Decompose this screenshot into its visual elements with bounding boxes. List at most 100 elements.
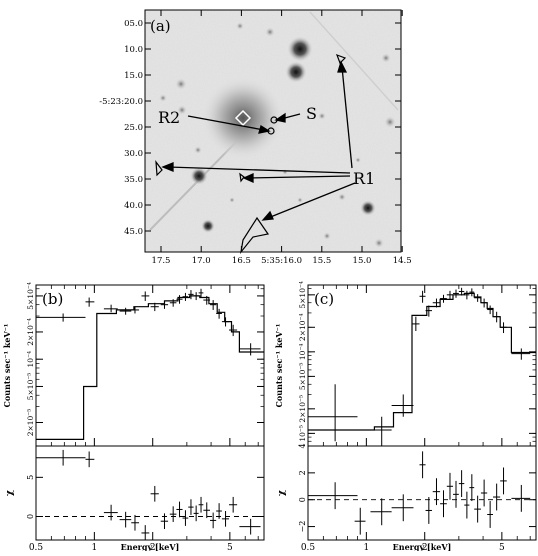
residual-tick-label: 5 (26, 475, 35, 480)
residual-point (193, 505, 199, 522)
sky-image (145, 10, 401, 252)
residual-frame (307, 445, 537, 541)
residual-point (425, 497, 432, 524)
residual-point (458, 470, 465, 498)
residual-point (119, 511, 132, 528)
residual-point (203, 502, 211, 519)
residual-point (176, 501, 183, 518)
y-tick-label: 10⁻⁴ (298, 344, 307, 361)
residual-point (36, 449, 86, 466)
spectra-panels: (b) 0.5 1 2 5 Energy [keV] 2×10⁻⁵ 5×10⁻⁵ 10⁻⁴ 2×1… (2, 281, 537, 553)
data-point (198, 288, 204, 298)
residual-point (474, 495, 481, 523)
residual-point (188, 499, 194, 515)
data-point (308, 384, 358, 442)
x-tick-label: 0.5 (301, 543, 316, 551)
residual-point (85, 451, 95, 468)
data-point (216, 308, 222, 319)
residual-point (370, 498, 392, 526)
label-r2: R2 (158, 108, 180, 127)
data-point (85, 297, 95, 307)
ra-tick-label: 5:35:16.0 (261, 256, 302, 266)
y-axis-label: Counts sec⁻¹ keV⁻¹ (274, 324, 284, 408)
spectrum-panel-b: (b) 0.5 1 2 5 Energy [keV] 2×10⁻⁵ 5×10⁻⁵ 10⁻⁴ 2×1… (2, 282, 265, 553)
region-r1-west (155, 159, 163, 177)
residual-point (210, 512, 217, 529)
y-tick-label: 5×10⁻⁴ (26, 282, 35, 310)
dec-tick-label: -5:23:20.0 (99, 97, 143, 107)
residual-tick-label: 4 (298, 443, 307, 448)
residual-tick-label: −2 (298, 521, 307, 533)
ra-tick-label: 15.5 (312, 256, 331, 266)
dec-tick-label: 10.0 (124, 45, 143, 55)
panel-b-label: (b) (42, 290, 63, 308)
label-r1: R1 (353, 169, 375, 188)
data-point (458, 287, 465, 296)
residual-point (169, 506, 177, 522)
residual-point (419, 451, 426, 479)
y-tick-label: 10⁻⁵ (298, 425, 307, 442)
ra-tick-label: 15.0 (353, 256, 372, 266)
dec-tick-label: 05.0 (124, 19, 143, 29)
residual-point (221, 511, 230, 527)
data-point (229, 324, 238, 337)
residual-point (150, 485, 159, 502)
data-point (500, 322, 507, 334)
data-point (160, 300, 169, 309)
data-point (432, 298, 441, 308)
model-step-line (308, 292, 536, 431)
panel-a-label: (a) (150, 17, 171, 35)
x-tick-label: 5 (499, 543, 505, 551)
data-point (210, 300, 217, 310)
data-point (511, 348, 531, 360)
x-tick-label: 5 (227, 543, 233, 551)
data-point (188, 290, 194, 300)
data-point (141, 291, 150, 301)
dec-tick-label: 45.0 (124, 227, 143, 237)
region-r1-north (335, 53, 347, 65)
residual-point (160, 513, 169, 530)
x-tick-label: 2 (150, 543, 156, 551)
data-point (119, 307, 132, 315)
region-arrows (161, 60, 356, 221)
data-point (169, 299, 177, 307)
residual-point (500, 467, 507, 495)
spectrum-frame (307, 284, 537, 447)
label-s: S (306, 104, 317, 123)
data-point (419, 290, 426, 303)
data-point (391, 394, 414, 417)
data-point (203, 295, 211, 305)
x-tick-label: 0.5 (29, 543, 44, 551)
data-point (446, 290, 454, 300)
region-r1-south (240, 216, 270, 255)
data-point (474, 294, 481, 302)
data-point (480, 298, 488, 308)
data-point (239, 343, 261, 356)
dec-tick-label: 25.0 (124, 123, 143, 133)
y-axis-label: Counts sec⁻¹ keV⁻¹ (2, 324, 12, 408)
x-axis-label: Energy [keV] (393, 542, 452, 551)
ra-tick-label: 17.5 (152, 256, 171, 266)
residual-frame (35, 445, 265, 541)
data-point (425, 305, 432, 317)
residual-point (469, 474, 475, 502)
y-tick-label: 2×10⁻⁴ (26, 318, 35, 346)
spectrum-frame (35, 284, 265, 447)
y-tick-label: 10⁻⁴ (26, 351, 35, 368)
x-axis-label: Energy [keV] (121, 542, 180, 551)
panel-c-label: (c) (314, 290, 334, 308)
residual-point (453, 480, 459, 508)
data-point (221, 317, 230, 327)
ra-tick-label: 16.5 (232, 256, 251, 266)
ra-tick-label: 17.0 (192, 256, 211, 266)
residual-point (464, 491, 470, 519)
data-point (440, 294, 447, 303)
data-point (182, 292, 189, 301)
residual-tick-label: 0 (26, 514, 35, 519)
residual-point (440, 490, 447, 518)
data-point (453, 289, 459, 298)
data-point (193, 292, 199, 301)
residual-point (432, 478, 441, 506)
residual-point (446, 472, 454, 500)
